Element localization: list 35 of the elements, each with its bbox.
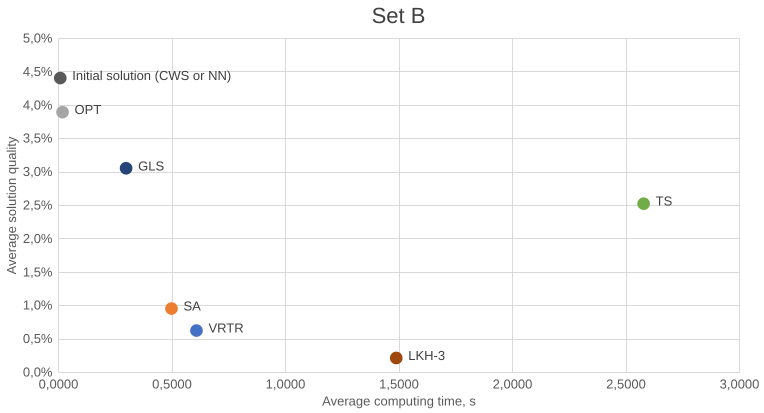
y-axis-title: Average solution quality xyxy=(4,136,19,274)
y-tick-label: 4,0% xyxy=(22,97,53,112)
y-tick-label: 2,5% xyxy=(22,198,53,212)
y-tick-label: 1,0% xyxy=(22,298,53,313)
point xyxy=(390,352,403,364)
series-label: OPT xyxy=(74,102,102,118)
series-label: SA xyxy=(184,298,202,314)
y-tick-label: 4,5% xyxy=(22,64,53,79)
x-tick-label: 0,0000 xyxy=(38,376,78,392)
x-tick-label: 3,0000 xyxy=(720,376,760,392)
y-tick-label: 0,5% xyxy=(22,331,53,346)
y-tick-label: 5,0% xyxy=(22,30,53,46)
point xyxy=(120,162,132,175)
y-tick-label: 0,0% xyxy=(22,364,53,380)
point xyxy=(56,106,69,118)
chart-title: Set B xyxy=(372,3,426,28)
y-tick-label: 2,0% xyxy=(22,230,53,246)
series-label: LKH-3 xyxy=(408,348,446,363)
series-label: VRTR xyxy=(208,320,244,336)
x-tick-label: 2,5000 xyxy=(606,376,646,392)
x-tick-label: 1,0000 xyxy=(266,376,306,392)
point xyxy=(165,302,178,315)
point xyxy=(54,72,67,84)
series-label: TS xyxy=(656,194,673,209)
x-tick-label: 1,5000 xyxy=(379,376,419,392)
x-axis-title: Average computing time, s xyxy=(322,394,476,408)
y-tick-label: 3,5% xyxy=(22,130,53,146)
series-label: Initial solution (CWS or NN) xyxy=(72,68,232,84)
y-tick-label: 3,0% xyxy=(22,164,53,180)
series-label: GLS xyxy=(138,158,164,174)
point xyxy=(637,197,650,210)
x-tick-label: 2,0000 xyxy=(492,376,532,392)
point xyxy=(190,324,203,337)
y-tick-label: 1,5% xyxy=(22,264,53,280)
x-tick-label: 0,5000 xyxy=(152,376,192,392)
